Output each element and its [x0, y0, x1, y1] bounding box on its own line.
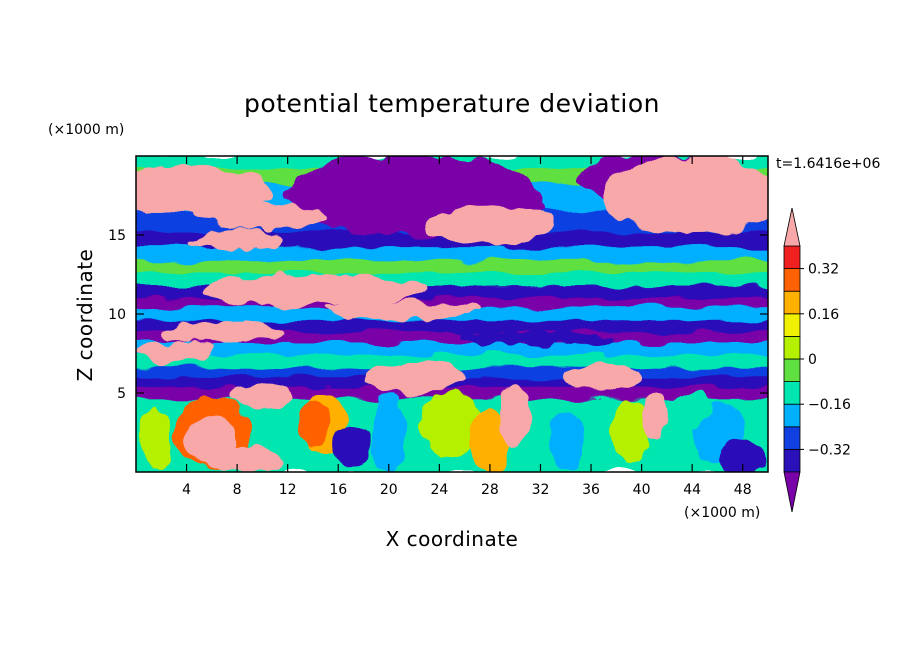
x-tick-label: 8 [233, 482, 242, 498]
time-label: t=1.6416e+06 [776, 156, 880, 172]
field-blob [546, 408, 585, 472]
colorbar: −0.32 −0.16 0 0.16 0.32 [783, 207, 851, 513]
field-blob [420, 393, 484, 457]
y-tick-label: 15 [108, 228, 126, 244]
field-blob [565, 361, 642, 394]
field-band [136, 298, 768, 309]
colorbar-box [783, 426, 801, 450]
field-band [136, 247, 768, 261]
colorbar-label: 0.32 [808, 262, 839, 278]
field-band [136, 355, 768, 369]
colorbar-box [783, 290, 801, 315]
field-band [136, 231, 768, 249]
x-tick-label: 12 [279, 482, 297, 498]
colorbar-box [783, 268, 801, 292]
field-blob [717, 437, 768, 472]
field-blob [199, 274, 427, 307]
colorbar-box [783, 448, 801, 473]
x-tick-label: 48 [734, 482, 752, 498]
colorbar-box [783, 335, 801, 360]
x-tick-label: 36 [582, 482, 600, 498]
colorbar-box [783, 245, 801, 270]
colorbar-label: 0 [808, 352, 817, 368]
contour-field [136, 156, 768, 472]
chart-title: potential temperature deviation [244, 89, 660, 118]
field-blob [673, 389, 712, 428]
field-blob [369, 393, 408, 472]
colorbar-label: 0.16 [808, 307, 839, 323]
field-blob [641, 393, 667, 441]
field-band [136, 260, 768, 274]
field-blob [470, 408, 509, 472]
field-blob [192, 228, 282, 251]
colorbar-box [783, 403, 801, 428]
colorbar-box [783, 358, 801, 383]
field-blob [199, 203, 326, 229]
field-blob [230, 383, 294, 409]
x-tick-label: 24 [430, 482, 448, 498]
field-blob [363, 361, 465, 394]
x-tick-label: 28 [481, 482, 499, 498]
field-blob [139, 408, 171, 472]
field-blob [426, 208, 554, 243]
field-blob [464, 329, 617, 346]
x-tick-label: 4 [182, 482, 191, 498]
y-tick-label: 5 [117, 386, 126, 402]
y-axis-ticks: 5 10 15 [108, 228, 768, 402]
field-blob [500, 385, 531, 449]
field-blob [610, 400, 648, 465]
field-blob [211, 446, 288, 472]
x-tick-label: 44 [683, 482, 701, 498]
field-band [136, 342, 768, 356]
field-blob [297, 400, 329, 449]
field-blob [331, 429, 370, 468]
field-blob [603, 156, 768, 235]
y-axis-unit: (×1000 m) [48, 122, 124, 138]
y-axis-label: Z coordinate [73, 249, 97, 382]
colorbar-top-triangle [783, 207, 801, 247]
x-axis-unit: (×1000 m) [684, 505, 760, 521]
colorbar-box [783, 381, 801, 405]
colorbar-bottom-triangle [783, 471, 801, 513]
field-band [136, 320, 768, 332]
colorbar-box [783, 313, 801, 337]
x-tick-label: 16 [329, 482, 347, 498]
field-band [136, 331, 768, 343]
x-tick-label: 40 [633, 482, 651, 498]
field-blob [161, 321, 288, 345]
colorbar-label: −0.16 [808, 397, 851, 413]
field-blob [325, 301, 478, 321]
y-tick-label: 10 [108, 307, 126, 323]
field-blob [136, 167, 276, 215]
field-blob [136, 342, 212, 362]
x-tick-label: 32 [532, 482, 550, 498]
x-axis-label: X coordinate [386, 527, 519, 551]
x-axis-ticks: 4 8 12 16 20 24 28 32 36 40 44 48 [182, 156, 752, 498]
x-tick-label: 20 [380, 482, 398, 498]
colorbar-label: −0.32 [808, 442, 851, 458]
